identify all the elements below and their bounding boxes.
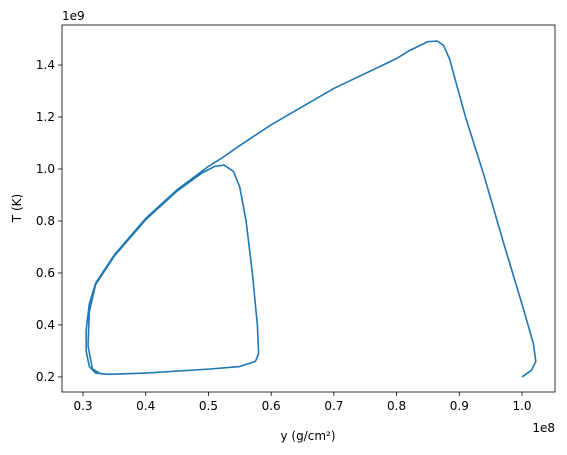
- y-tick-label: 0.2: [36, 370, 55, 384]
- x-tick-label: 0.7: [324, 399, 343, 413]
- x-tick-label: 1.0: [512, 399, 531, 413]
- x-tick-label: 0.6: [262, 399, 281, 413]
- y-tick-label: 0.8: [36, 214, 55, 228]
- y-tick-label: 0.4: [36, 318, 55, 332]
- y-offset-label: 1e9: [62, 9, 85, 23]
- x-tick-label: 0.4: [136, 399, 155, 413]
- y-tick-label: 1.4: [36, 58, 55, 72]
- x-tick-label: 0.5: [199, 399, 218, 413]
- y-tick-label: 1.0: [36, 162, 55, 176]
- x-tick-label: 0.8: [387, 399, 406, 413]
- x-axis-label: y (g/cm²): [280, 429, 335, 443]
- x-offset-label: 1e8: [532, 421, 555, 435]
- y-tick-label: 1.2: [36, 110, 55, 124]
- data-line: [85, 40, 537, 378]
- y-tick-label: 0.6: [36, 266, 55, 280]
- y-axis-label: T (K): [10, 194, 24, 223]
- plot-frame: [61, 24, 556, 393]
- x-tick-label: 0.9: [450, 399, 469, 413]
- x-tick-label: 0.3: [73, 399, 92, 413]
